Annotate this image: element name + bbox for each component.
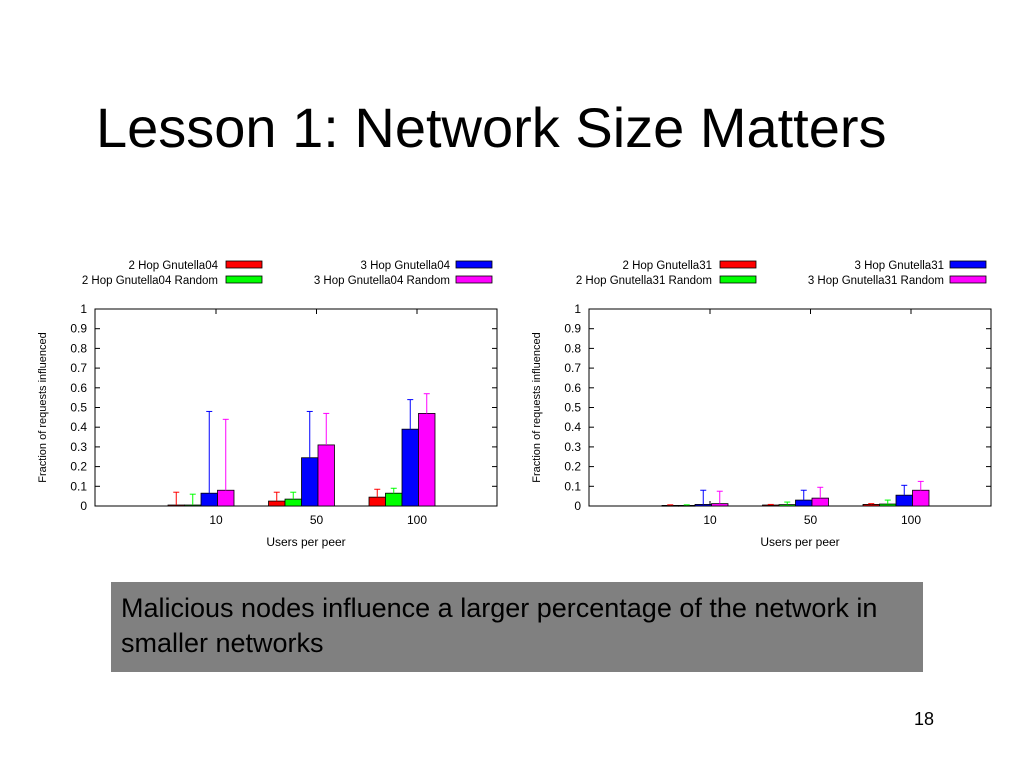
plot-frame [94, 308, 498, 507]
bar [778, 504, 796, 507]
y-axis-label: Fraction of requests influenced [531, 332, 543, 482]
x-tick-label: 100 [901, 513, 921, 527]
bar [694, 504, 712, 507]
bar [317, 444, 335, 507]
bar [678, 505, 696, 507]
bar [711, 503, 729, 507]
bar [217, 489, 235, 507]
y-tick-label: 0.9 [564, 322, 581, 336]
bar [385, 492, 403, 507]
bar [284, 498, 302, 507]
x-tick-label: 50 [804, 513, 818, 527]
y-tick-label: 0.8 [70, 341, 87, 355]
bar [879, 503, 897, 507]
chart-gnutella31: 0 0.1 0.2 0.3 0.4 0.5 0.6 0.7 0.8 0.9 1 Fraction of… [524, 250, 999, 555]
y-tick-label: 1 [80, 302, 87, 316]
bar [401, 428, 419, 507]
legend-swatch [949, 260, 987, 269]
legend-label: 3 Hop Gnutella04 [360, 260, 450, 272]
bar [368, 496, 386, 507]
y-axis-label: Fraction of requests influenced [37, 332, 49, 482]
y-tick-label: 0.5 [564, 401, 581, 415]
y-tick-label: 0.2 [70, 460, 87, 474]
bar [184, 504, 202, 507]
plot-frame [588, 308, 992, 507]
y-tick-label: 0.5 [70, 401, 87, 415]
y-tick-label: 0.1 [564, 479, 581, 493]
bar [811, 497, 829, 507]
page-number: 18 [914, 709, 935, 729]
y-tick-label: 0.9 [70, 322, 87, 336]
y-tick-label: 0.3 [70, 440, 87, 454]
y-tick-label: 0.2 [564, 460, 581, 474]
chart-gnutella31-svg: 0 0.1 0.2 0.3 0.4 0.5 0.6 0.7 0.8 0.9 1 Fraction of… [531, 260, 992, 549]
bar [418, 413, 436, 507]
y-tick-label: 0.1 [70, 479, 87, 493]
x-tick-label: 10 [209, 513, 223, 527]
y-tick-label: 0 [574, 499, 581, 513]
slide-title: Lesson 1: Network Size Matters [96, 96, 887, 159]
y-tick-label: 0.6 [564, 381, 581, 395]
legend-label: 2 Hop Gnutella31 [622, 260, 712, 272]
callout-text: Malicious nodes influence a larger perce… [121, 593, 878, 658]
bar [795, 499, 813, 507]
chart-gnutella04: 0 0.1 0.2 0.3 0.4 0.5 0.6 0.7 0.8 0.9 1 Fraction of… [30, 250, 505, 555]
y-tick-label: 0.6 [70, 381, 87, 395]
legend-swatch [225, 275, 263, 284]
legend-swatch [949, 275, 987, 284]
x-tick-label: 50 [310, 513, 324, 527]
legend-label: 3 Hop Gnutella31 [854, 260, 944, 272]
y-tick-label: 0 [80, 499, 87, 513]
legend-swatch [225, 260, 263, 269]
legend-swatch [719, 260, 757, 269]
x-tick-label: 100 [407, 513, 427, 527]
legend-swatch [719, 275, 757, 284]
bar [301, 457, 319, 507]
bar [762, 504, 780, 507]
bar [268, 500, 286, 507]
legend-swatch [455, 260, 493, 269]
y-tick-label: 0.7 [564, 361, 581, 375]
x-tick-label: 10 [703, 513, 717, 527]
legend-label: 2 Hop Gnutella04 Random [82, 275, 218, 287]
y-tick-label: 1 [574, 302, 581, 316]
legend-label: 2 Hop Gnutella31 Random [576, 275, 712, 287]
bar [200, 492, 218, 507]
bar [661, 505, 679, 507]
bar [167, 504, 185, 507]
legend-label: 2 Hop Gnutella04 [128, 260, 218, 272]
chart-gnutella04-svg: 0 0.1 0.2 0.3 0.4 0.5 0.6 0.7 0.8 0.9 1 Fraction of… [37, 260, 498, 549]
legend-label: 3 Hop Gnutella31 Random [808, 275, 944, 287]
bar [895, 494, 913, 507]
y-tick-label: 0.4 [70, 420, 87, 434]
bar [862, 504, 880, 507]
callout-box: Malicious nodes influence a larger perce… [111, 582, 923, 672]
x-axis-label: Users per peer [760, 535, 839, 549]
y-tick-label: 0.4 [564, 420, 581, 434]
y-tick-label: 0.3 [564, 440, 581, 454]
x-axis-label: Users per peer [266, 535, 345, 549]
legend-label: 3 Hop Gnutella04 Random [314, 275, 450, 287]
bar [912, 489, 930, 507]
legend-swatch [455, 275, 493, 284]
y-tick-label: 0.8 [564, 341, 581, 355]
y-tick-label: 0.7 [70, 361, 87, 375]
